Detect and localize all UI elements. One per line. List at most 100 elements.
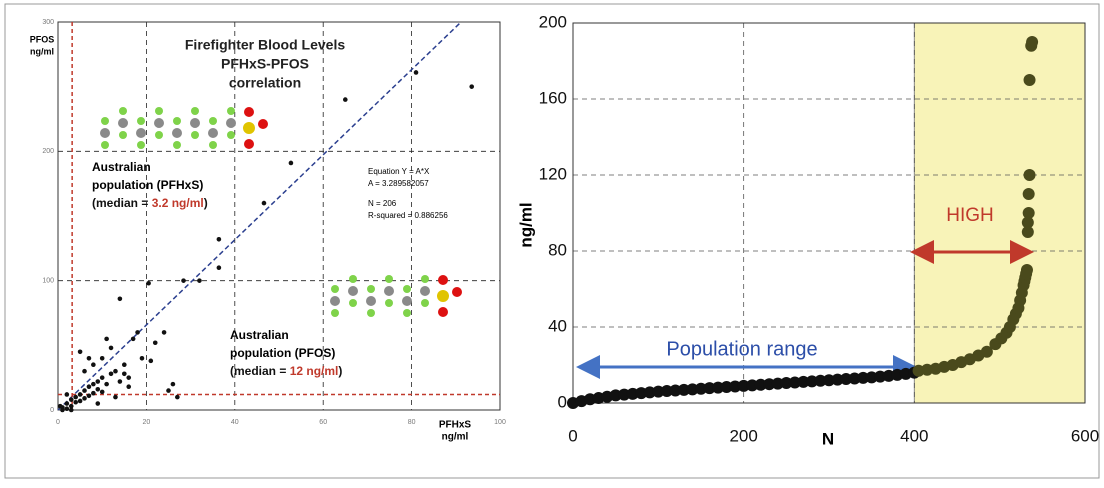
data-point bbox=[118, 296, 123, 301]
data-point bbox=[197, 278, 202, 283]
annotation-part: (median = bbox=[230, 364, 290, 378]
data-point bbox=[65, 406, 70, 411]
data-point bbox=[166, 388, 171, 393]
data-point bbox=[217, 237, 222, 242]
data-point bbox=[82, 388, 87, 393]
data-point bbox=[146, 281, 151, 286]
chart-title: Firefighter Blood Levels bbox=[185, 37, 345, 53]
molecule-atom bbox=[209, 117, 217, 125]
annotation-part: 3.2 ng/ml bbox=[152, 196, 204, 210]
molecule-atom bbox=[349, 299, 357, 307]
molecule-atom bbox=[101, 117, 109, 125]
x-tick-label: 200 bbox=[729, 426, 757, 445]
data-point bbox=[1026, 36, 1038, 48]
data-point bbox=[414, 70, 419, 75]
annotation: (median = 12 ng/ml) bbox=[230, 364, 342, 378]
molecule-atom bbox=[384, 286, 394, 296]
molecule-atom bbox=[437, 290, 449, 302]
chart-title: correlation bbox=[229, 75, 301, 91]
data-point bbox=[171, 382, 176, 387]
molecule-atom bbox=[172, 128, 182, 138]
molecule-atom bbox=[209, 141, 217, 149]
data-point bbox=[122, 371, 127, 376]
annotation-part: (median = bbox=[92, 196, 152, 210]
data-point bbox=[95, 401, 100, 406]
molecule-atom bbox=[330, 296, 340, 306]
data-point bbox=[289, 161, 294, 166]
annotation: Australian bbox=[230, 328, 289, 342]
x-tick-label: 600 bbox=[1071, 426, 1099, 445]
y-tick-label: 160 bbox=[539, 88, 567, 107]
y-tick-label: 120 bbox=[539, 164, 567, 183]
data-point bbox=[126, 375, 131, 380]
data-point bbox=[91, 362, 96, 367]
data-point bbox=[149, 359, 154, 364]
data-point bbox=[1024, 74, 1036, 86]
data-point bbox=[87, 384, 92, 389]
data-point bbox=[1023, 188, 1035, 200]
molecule-atom bbox=[190, 118, 200, 128]
x-tick-label: 100 bbox=[494, 419, 506, 426]
molecule-atom bbox=[331, 285, 339, 293]
x-axis-label: N bbox=[822, 429, 834, 448]
molecule-atom bbox=[119, 131, 127, 139]
screenshot: 0100200300020406080100Firefighter Blood … bbox=[0, 0, 1104, 483]
annotation: Population range bbox=[666, 338, 817, 360]
molecule-atom bbox=[244, 139, 254, 149]
data-point bbox=[109, 346, 114, 351]
y-tick-label: 0 bbox=[50, 407, 54, 414]
y-tick-label: 0 bbox=[558, 392, 567, 411]
data-point bbox=[175, 395, 180, 400]
molecule-atom bbox=[421, 275, 429, 283]
y-tick-label: 80 bbox=[548, 240, 567, 259]
data-point bbox=[100, 390, 105, 395]
equation: N = 206 bbox=[368, 199, 397, 208]
annotation-part: ) bbox=[204, 196, 208, 210]
annotation: HIGH bbox=[946, 205, 994, 226]
data-point bbox=[1021, 264, 1033, 276]
data-point bbox=[100, 375, 105, 380]
molecule-atom bbox=[367, 309, 375, 317]
molecule-atom bbox=[385, 275, 393, 283]
annotation-part: ) bbox=[338, 364, 342, 378]
data-point bbox=[73, 400, 78, 405]
y-axis-label: PFOS bbox=[30, 34, 55, 44]
data-point bbox=[140, 356, 145, 361]
molecule-atom bbox=[331, 309, 339, 317]
data-point bbox=[343, 97, 348, 102]
data-point bbox=[78, 392, 83, 397]
y-axis-label: ng/ml bbox=[30, 46, 54, 56]
data-point bbox=[122, 362, 127, 367]
data-point bbox=[162, 330, 167, 335]
molecule-atom bbox=[191, 107, 199, 115]
equation: Equation Y = A*X bbox=[368, 167, 430, 176]
data-point bbox=[1023, 207, 1035, 219]
data-point bbox=[82, 369, 87, 374]
x-tick-label: 20 bbox=[143, 419, 151, 426]
data-point bbox=[95, 379, 100, 384]
molecule-atom bbox=[155, 107, 163, 115]
x-tick-label: 0 bbox=[56, 419, 60, 426]
molecule-atom bbox=[226, 118, 236, 128]
data-point bbox=[95, 387, 100, 392]
molecule-atom bbox=[420, 286, 430, 296]
molecule-atom bbox=[367, 285, 375, 293]
annotation: population (PFOS) bbox=[230, 346, 335, 360]
molecule-atom bbox=[349, 275, 357, 283]
molecule-atom bbox=[118, 118, 128, 128]
molecule-atom bbox=[173, 117, 181, 125]
data-point bbox=[1024, 169, 1036, 181]
data-point bbox=[104, 382, 109, 387]
data-point bbox=[262, 201, 267, 206]
x-tick-label: 400 bbox=[900, 426, 928, 445]
data-point bbox=[113, 395, 118, 400]
molecule-atom bbox=[366, 296, 376, 306]
molecule-atom bbox=[173, 141, 181, 149]
data-point bbox=[118, 379, 123, 384]
molecule-atom bbox=[101, 141, 109, 149]
molecule-atom bbox=[402, 296, 412, 306]
data-point bbox=[78, 350, 83, 355]
x-axis-label: ng/ml bbox=[442, 432, 469, 443]
y-tick-label: 200 bbox=[539, 12, 567, 31]
molecule-atom bbox=[385, 299, 393, 307]
